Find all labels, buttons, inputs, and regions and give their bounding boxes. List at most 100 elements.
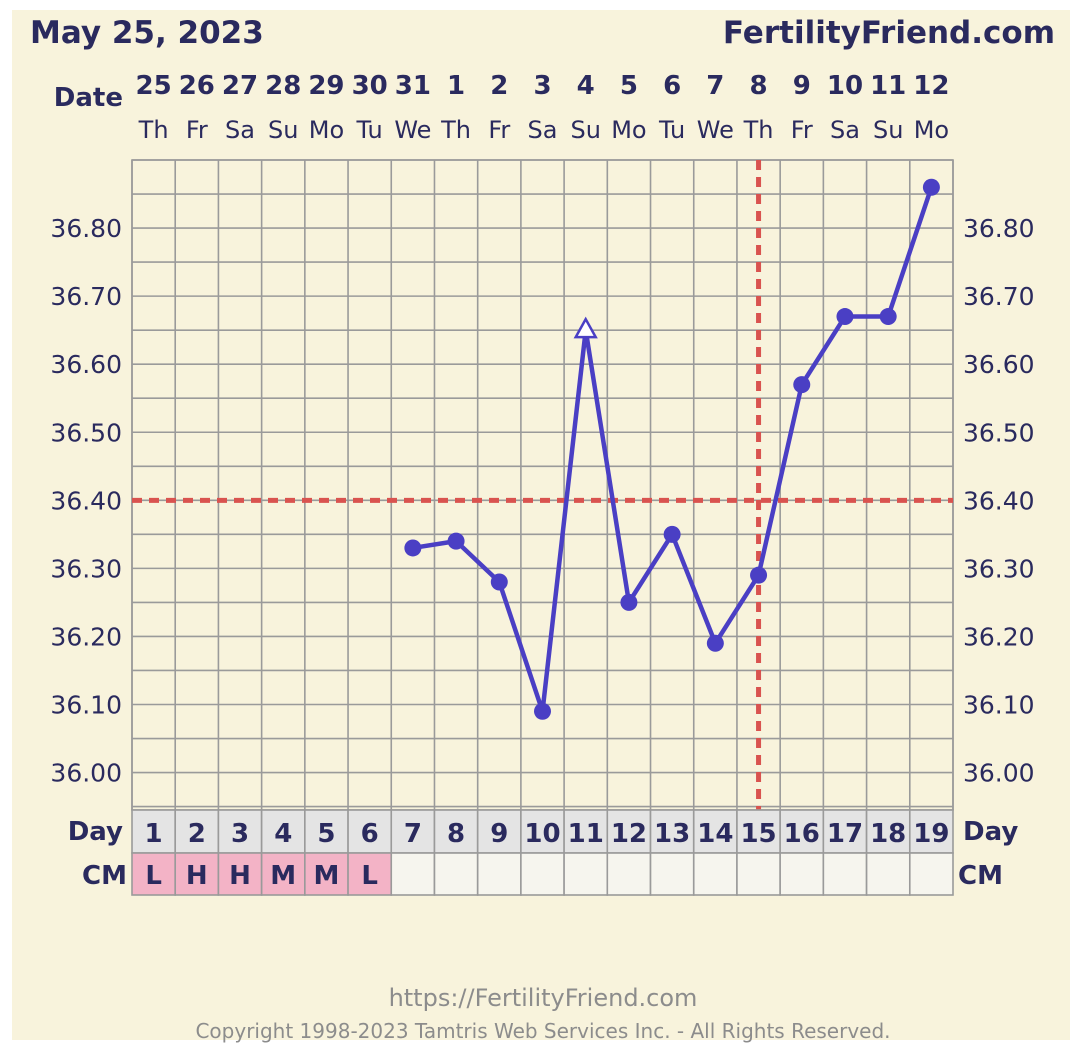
weekday-label: Mo (309, 116, 344, 144)
date-label: 11 (870, 71, 906, 101)
cm-cell (692, 852, 738, 896)
date-label: 30 (352, 71, 388, 101)
day-cell (606, 809, 652, 854)
day-cell (390, 809, 436, 854)
day-number: 18 (870, 819, 906, 849)
cm-cell (649, 852, 695, 896)
weekday-label: Fr (488, 116, 510, 144)
temperature-point-open (573, 316, 598, 339)
y-tick-label-right: 36.80 (963, 214, 1035, 243)
date-label: 1 (447, 71, 465, 101)
y-tick-label-right: 36.70 (963, 282, 1035, 311)
footer-url[interactable]: https://FertilityFriend.com (389, 984, 698, 1012)
cm-cell (736, 852, 781, 896)
cm-value: H (186, 861, 208, 891)
cm-value: L (361, 861, 378, 891)
y-tick-label-left: 36.30 (50, 554, 122, 583)
weekday-label: Th (138, 116, 169, 144)
threshold-lines (132, 160, 953, 810)
day-number: 12 (611, 819, 647, 849)
y-tick-label-right: 36.00 (963, 759, 1035, 788)
weekday-label: We (394, 116, 431, 144)
temperature-point (490, 573, 508, 591)
date-label: 26 (179, 71, 215, 101)
day-number: 8 (447, 819, 465, 849)
day-number: 13 (654, 819, 690, 849)
y-tick-label-right: 36.10 (963, 691, 1035, 720)
day-row-label-right: Day (963, 817, 1018, 847)
temperature-point (750, 566, 768, 584)
weekday-label: Fr (791, 116, 813, 144)
y-tick-label-left: 36.70 (50, 282, 122, 311)
date-label: 2 (490, 71, 508, 101)
day-number: 4 (274, 819, 292, 849)
cm-cell (217, 852, 263, 896)
date-label: 28 (265, 71, 301, 101)
day-number: 6 (361, 819, 379, 849)
temperature-point (404, 539, 422, 557)
day-cell (476, 809, 522, 854)
y-tick-label-left: 36.60 (50, 350, 122, 379)
date-label: 29 (308, 71, 344, 101)
y-tick-label-left: 36.00 (50, 759, 122, 788)
temperature-point (922, 178, 940, 196)
day-number: 11 (568, 819, 604, 849)
temperature-point (663, 525, 681, 543)
date-label: 6 (663, 71, 681, 101)
weekday-label: Mo (914, 116, 949, 144)
y-tick-label-left: 36.10 (50, 691, 122, 720)
day-cell (433, 809, 479, 854)
day-cell (649, 809, 695, 854)
weekday-label: Sa (225, 116, 255, 144)
chart-date-title: May 25, 2023 (30, 15, 264, 51)
weekday-label: Th (743, 116, 774, 144)
cm-cell (563, 852, 609, 896)
day-number: 1 (145, 819, 163, 849)
cm-cell (779, 852, 825, 896)
day-number: 5 (317, 819, 335, 849)
cm-cell (908, 852, 954, 896)
cm-cell (131, 852, 177, 896)
weekday-label: Sa (830, 116, 860, 144)
day-number: 3 (231, 819, 249, 849)
date-label: 4 (577, 71, 595, 101)
cm-cell (174, 852, 220, 896)
y-tick-label-left: 36.50 (50, 418, 122, 447)
y-tick-label-left: 36.20 (50, 622, 122, 651)
day-row-label-left: Day (68, 817, 123, 847)
date-label: 5 (620, 71, 638, 101)
cm-cell (347, 852, 393, 896)
temperature-point (706, 634, 724, 652)
day-number: 14 (697, 819, 733, 849)
weekday-label: We (697, 116, 734, 144)
temperature-point (534, 702, 551, 720)
y-tick-label-right: 36.50 (963, 418, 1035, 447)
cm-cell (606, 852, 652, 896)
cm-value: M (270, 861, 296, 891)
temperature-point (620, 593, 638, 611)
day-cell (304, 809, 349, 854)
day-number: 7 (404, 819, 422, 849)
date-label: 8 (750, 71, 768, 101)
date-row-label: Date (54, 83, 123, 113)
weekday-label: Tu (658, 116, 685, 144)
cm-value: M (314, 861, 340, 891)
cm-cell (476, 852, 522, 896)
weekday-label: Sa (528, 116, 558, 144)
weekday-label: Fr (186, 116, 208, 144)
day-number: 17 (827, 819, 863, 849)
day-cell (217, 809, 263, 854)
day-number: 9 (490, 819, 508, 849)
weekday-label: Mo (611, 116, 646, 144)
cm-row-label-right: CM (958, 861, 1003, 891)
day-number: 2 (188, 819, 206, 849)
weekday-label: Su (268, 116, 298, 144)
day-cell (908, 809, 954, 854)
cm-cell (822, 852, 868, 896)
cm-cell (865, 852, 911, 896)
date-label: 27 (222, 71, 258, 101)
weekday-label: Su (570, 116, 600, 144)
